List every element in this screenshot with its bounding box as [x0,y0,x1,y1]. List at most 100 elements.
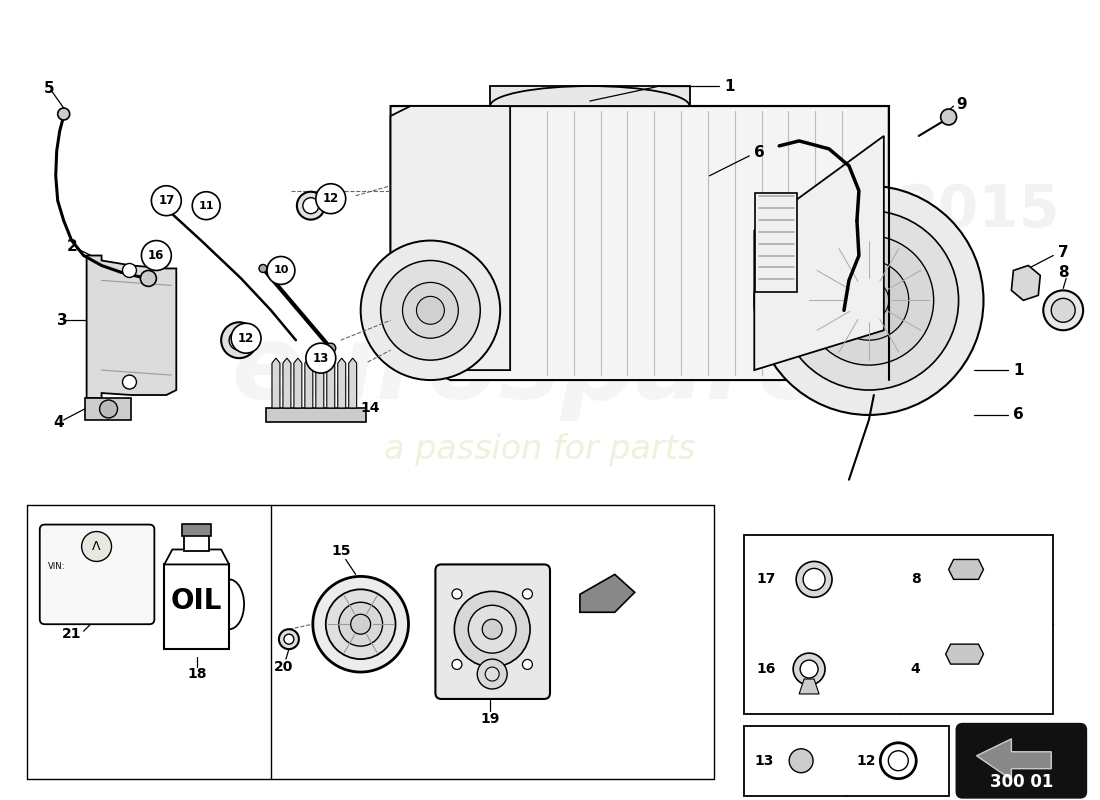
Circle shape [316,184,345,214]
Circle shape [796,562,832,598]
Text: 18: 18 [187,667,207,681]
Bar [745,726,948,796]
Circle shape [477,659,507,689]
Circle shape [522,659,532,670]
Circle shape [221,322,257,358]
FancyBboxPatch shape [957,724,1086,798]
Circle shape [258,265,267,273]
Circle shape [267,257,295,285]
Polygon shape [390,106,510,370]
Text: 12: 12 [857,754,876,768]
Bar [745,534,1053,714]
Circle shape [800,660,818,678]
Polygon shape [1011,266,1041,300]
Circle shape [452,589,462,599]
Text: 11: 11 [198,201,213,210]
Polygon shape [977,739,1052,780]
Circle shape [229,330,249,350]
Bar [183,523,211,535]
FancyBboxPatch shape [40,525,154,624]
Text: 16: 16 [757,662,776,676]
Circle shape [1043,290,1084,330]
Polygon shape [305,358,312,408]
Polygon shape [87,255,176,398]
Polygon shape [491,86,690,106]
Polygon shape [327,358,334,408]
Text: 4: 4 [911,662,921,676]
Polygon shape [294,358,301,408]
Circle shape [829,261,909,340]
Polygon shape [799,679,820,694]
Polygon shape [755,136,883,370]
Polygon shape [164,565,229,649]
Text: 7: 7 [1058,245,1069,260]
Text: 6: 6 [755,146,764,160]
Polygon shape [85,398,132,420]
Circle shape [297,192,324,220]
Circle shape [312,576,408,672]
Polygon shape [316,358,323,408]
Text: 17: 17 [158,194,175,207]
Circle shape [482,619,503,639]
Text: 10: 10 [273,266,288,275]
Circle shape [284,634,294,644]
Text: 15: 15 [331,545,351,558]
Bar [185,531,209,551]
Circle shape [880,743,916,778]
Text: 9: 9 [957,97,967,111]
Circle shape [755,186,983,415]
Circle shape [417,296,444,324]
Circle shape [789,749,813,773]
Text: 4: 4 [54,415,65,430]
Polygon shape [946,644,983,664]
Circle shape [403,282,459,338]
Circle shape [849,281,889,320]
Circle shape [302,198,319,214]
Text: 21: 21 [62,627,81,641]
Circle shape [81,531,111,562]
Text: 3: 3 [57,313,67,328]
Text: 1: 1 [725,78,735,94]
Circle shape [306,343,336,373]
Circle shape [142,241,172,270]
Text: a passion for parts: a passion for parts [384,434,695,466]
Circle shape [122,375,136,389]
Circle shape [940,109,957,125]
Circle shape [469,606,516,653]
Circle shape [1052,298,1075,322]
Text: eurospares: eurospares [231,320,889,421]
Circle shape [279,630,299,649]
Circle shape [152,186,182,216]
Text: 14: 14 [361,401,381,415]
Circle shape [326,590,396,659]
Bar [756,193,798,292]
Polygon shape [164,550,229,565]
Text: 8: 8 [1058,265,1068,280]
Circle shape [381,261,481,360]
Text: 2015: 2015 [898,182,1059,239]
Circle shape [889,750,909,770]
Text: 13: 13 [755,754,773,768]
Polygon shape [272,358,279,408]
Circle shape [779,210,958,390]
Circle shape [326,343,336,353]
Circle shape [339,602,383,646]
Text: 13: 13 [312,352,329,365]
Circle shape [141,270,156,286]
Circle shape [454,591,530,667]
Text: 8: 8 [911,572,921,586]
Text: VIN:: VIN: [47,562,65,571]
Text: 300 01: 300 01 [990,773,1053,790]
Text: 12: 12 [238,332,254,345]
Circle shape [804,235,934,365]
Polygon shape [349,358,356,408]
Circle shape [57,108,69,120]
Text: 1: 1 [1013,362,1024,378]
Text: Λ: Λ [92,540,101,553]
Circle shape [452,659,462,670]
Text: 12: 12 [322,192,339,206]
Circle shape [351,614,371,634]
Text: 2: 2 [67,239,77,254]
Text: 17: 17 [757,572,776,586]
Circle shape [100,400,118,418]
